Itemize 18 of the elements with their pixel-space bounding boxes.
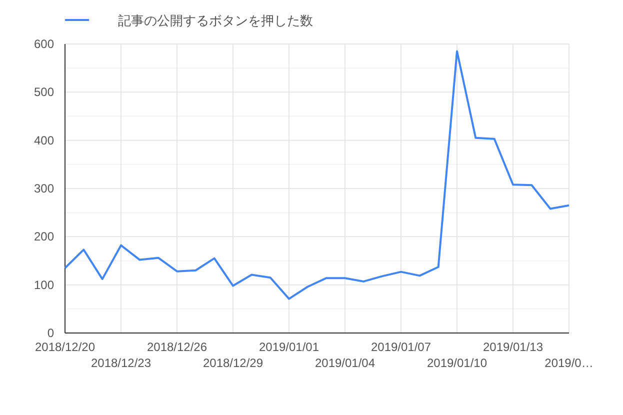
y-tick-label: 100 [34,278,54,292]
x-tick-label: 2018/12/26 [146,340,208,354]
x-tick-label: 2019/01/13 [482,340,544,354]
x-tick-label: 2018/12/23 [90,356,152,370]
y-tick-label: 600 [34,37,54,51]
y-tick-label: 300 [34,182,54,196]
y-tick-label: 500 [34,85,54,100]
x-tick-label: 2018/12/20 [34,340,96,354]
x-tick-label: 2018/12/29 [202,356,264,370]
x-tick-label: 2019/01/04 [314,356,376,370]
x-tick-label: 2019/01/10 [426,356,488,370]
x-tick-label: 2019/0… [544,356,594,370]
legend-label: 記事の公開するボタンを押した数 [118,13,313,28]
x-tick-label: 2019/01/07 [370,340,432,354]
y-tick-label: 0 [47,326,54,340]
x-tick-label: 2019/01/01 [258,340,320,354]
y-tick-label: 400 [34,133,54,148]
y-tick-label: 200 [34,230,54,244]
